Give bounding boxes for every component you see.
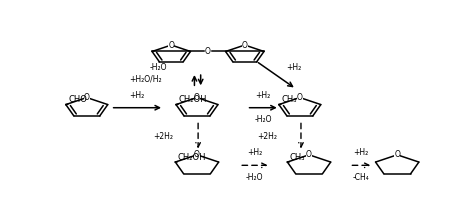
Text: +H₂: +H₂ xyxy=(354,148,369,157)
Text: CH₃: CH₃ xyxy=(282,95,297,104)
Text: O: O xyxy=(194,93,200,102)
Text: CH₂OH: CH₂OH xyxy=(178,153,206,162)
Text: +H₂: +H₂ xyxy=(129,91,145,100)
Text: +2H₂: +2H₂ xyxy=(153,132,173,141)
Text: +H₂: +H₂ xyxy=(247,148,262,157)
Text: -H₂O: -H₂O xyxy=(150,63,168,72)
Text: O: O xyxy=(84,93,90,102)
Text: +H₂: +H₂ xyxy=(286,63,301,72)
Text: O: O xyxy=(242,40,248,50)
Text: O: O xyxy=(394,150,400,159)
Text: O: O xyxy=(205,47,211,56)
Text: -CH₄: -CH₄ xyxy=(353,173,370,182)
Text: O: O xyxy=(306,150,312,159)
Text: O: O xyxy=(168,40,174,50)
Text: +H₂O/H₂: +H₂O/H₂ xyxy=(129,74,162,83)
Text: +H₂: +H₂ xyxy=(255,91,271,100)
Text: -H₂O: -H₂O xyxy=(246,173,264,182)
Text: O: O xyxy=(297,93,303,102)
Text: O: O xyxy=(194,150,200,159)
Text: CH₂OH: CH₂OH xyxy=(179,95,207,104)
Text: CH₃: CH₃ xyxy=(290,153,305,162)
Text: +2H₂: +2H₂ xyxy=(257,132,277,141)
Text: -H₂O: -H₂O xyxy=(255,115,272,124)
Text: CHO: CHO xyxy=(68,95,87,104)
